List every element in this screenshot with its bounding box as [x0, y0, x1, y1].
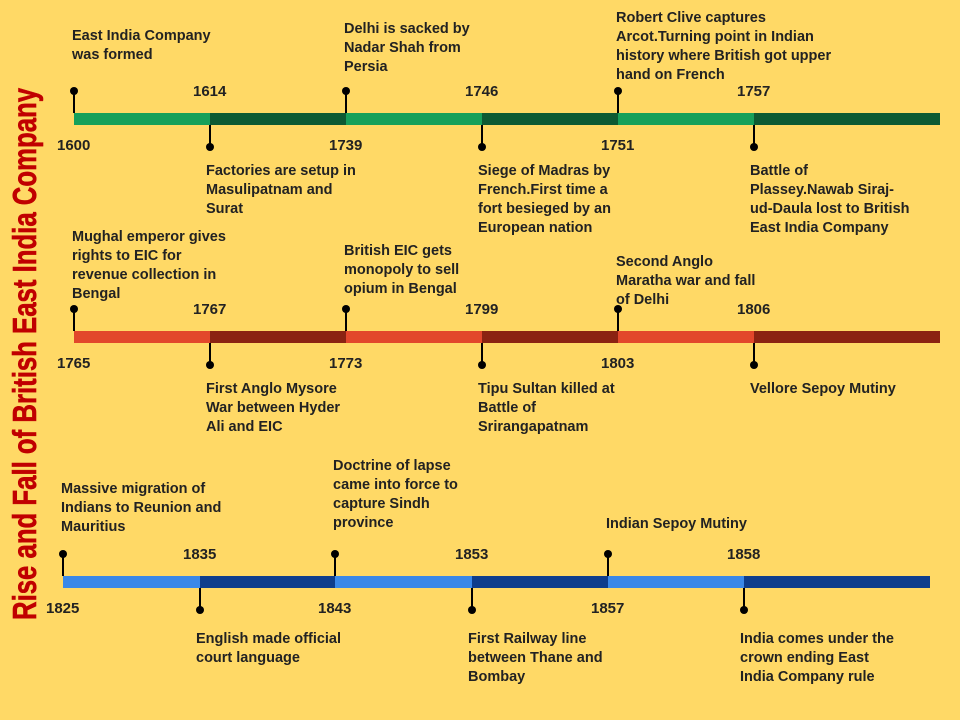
event-description: East India Company was formed — [72, 28, 211, 63]
event-dot — [614, 87, 622, 95]
event-year: 1799 — [465, 301, 499, 318]
page-title: Rise and Fall of British East India Comp… — [6, 87, 44, 621]
event-description: India comes under the crown ending East … — [740, 631, 894, 685]
timeline-segment — [74, 113, 210, 125]
event-year: 1751 — [601, 137, 635, 154]
event-dot — [614, 305, 622, 313]
event-year: 1806 — [737, 301, 771, 318]
timeline-segment — [74, 331, 210, 343]
timeline-segment — [608, 576, 744, 588]
timeline-segment — [472, 576, 608, 588]
event-stem — [753, 125, 755, 145]
timeline-segment — [618, 331, 754, 343]
event-year: 1739 — [329, 137, 363, 154]
event-description: First Railway line between Thane and Bom… — [468, 631, 603, 685]
event-dot — [70, 87, 78, 95]
event-year: 1773 — [329, 355, 363, 372]
event-dot — [478, 143, 486, 151]
event-dot — [740, 606, 748, 614]
timeline-segment — [346, 113, 482, 125]
event-stem — [62, 554, 64, 576]
timeline-segment — [210, 113, 346, 125]
event-description: Factories are setup in Masulipatnam and … — [206, 163, 356, 217]
event-stem — [481, 343, 483, 363]
timeline-segment — [482, 331, 618, 343]
event-stem — [617, 91, 619, 113]
event-year: 1803 — [601, 355, 635, 372]
timeline-segment — [618, 113, 754, 125]
timeline-bar-3 — [63, 576, 930, 588]
event-year: 1757 — [737, 83, 771, 100]
timeline-segment — [346, 331, 482, 343]
timeline-segment — [754, 113, 940, 125]
event-dot — [468, 606, 476, 614]
timeline-segment — [63, 576, 200, 588]
event-year: 1614 — [193, 83, 227, 100]
event-description: Second Anglo Maratha war and fall of Del… — [616, 254, 756, 308]
timeline-segment — [335, 576, 472, 588]
event-dot — [604, 550, 612, 558]
timeline-segment — [744, 576, 930, 588]
timeline-segment — [754, 331, 940, 343]
event-stem — [345, 91, 347, 113]
event-year: 1746 — [465, 83, 499, 100]
event-stem — [617, 309, 619, 331]
event-stem — [199, 588, 201, 608]
event-stem — [743, 588, 745, 608]
event-dot — [331, 550, 339, 558]
event-description: Mughal emperor gives rights to EIC for r… — [72, 229, 226, 302]
event-description: Indian Sepoy Mutiny — [606, 516, 747, 532]
event-stem — [73, 309, 75, 331]
event-dot — [206, 143, 214, 151]
event-description: Massive migration of Indians to Reunion … — [61, 481, 222, 535]
event-stem — [334, 554, 336, 576]
event-year: 1858 — [727, 546, 761, 563]
event-description: Robert Clive captures Arcot.Turning poin… — [616, 10, 832, 83]
event-year: 1767 — [193, 301, 227, 318]
event-dot — [342, 87, 350, 95]
title-reflection: Rise and Fall of British East India Comp… — [0, 0, 6, 652]
event-year: 1835 — [183, 546, 217, 563]
event-stem — [753, 343, 755, 363]
event-description: Delhi is sacked by Nadar Shah from Persi… — [344, 21, 470, 75]
event-stem — [209, 343, 211, 363]
event-dot — [196, 606, 204, 614]
timeline-segment — [482, 113, 618, 125]
event-stem — [345, 309, 347, 331]
event-description: British EIC gets monopoly to sell opium … — [344, 243, 460, 297]
event-description: First Anglo Mysore War between Hyder Ali… — [206, 381, 341, 435]
event-dot — [59, 550, 67, 558]
event-description: Siege of Madras by French.First time a f… — [478, 163, 611, 236]
event-dot — [750, 143, 758, 151]
event-dot — [342, 305, 350, 313]
event-stem — [471, 588, 473, 608]
event-description: Battle of Plassey.Nawab Siraj-ud-Daula l… — [750, 163, 910, 236]
event-dot — [750, 361, 758, 369]
timeline-segment — [200, 576, 335, 588]
timeline-segment — [210, 331, 346, 343]
timeline-bar-1 — [74, 113, 940, 125]
event-dot — [478, 361, 486, 369]
event-stem — [481, 125, 483, 145]
event-year: 1600 — [57, 137, 91, 154]
event-year: 1765 — [57, 355, 91, 372]
event-year: 1857 — [591, 600, 625, 617]
event-stem — [607, 554, 609, 576]
event-description: English made official court language — [196, 631, 342, 666]
event-year: 1843 — [318, 600, 352, 617]
event-dot — [70, 305, 78, 313]
event-description: Doctrine of lapse came into force to cap… — [333, 458, 458, 531]
event-dot — [206, 361, 214, 369]
event-description: Vellore Sepoy Mutiny — [750, 381, 896, 397]
event-stem — [73, 91, 75, 113]
event-year: 1825 — [46, 600, 80, 617]
timeline-bar-2 — [74, 331, 940, 343]
event-year: 1853 — [455, 546, 489, 563]
event-stem — [209, 125, 211, 145]
event-description: Tipu Sultan killed at Battle of Sriranga… — [478, 381, 615, 435]
